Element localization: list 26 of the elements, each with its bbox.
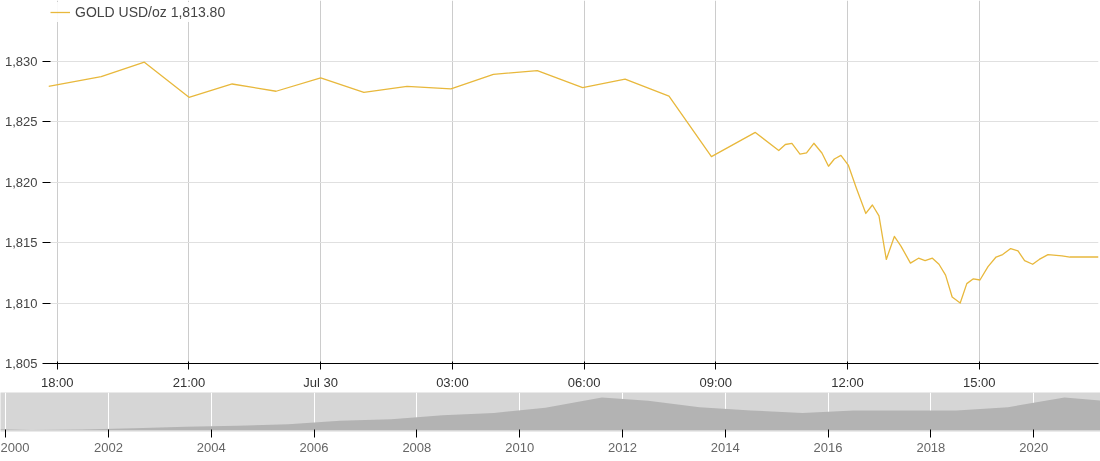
x-tick-label: 2018 bbox=[916, 439, 946, 455]
y-tick-label: 1,815 bbox=[4, 235, 38, 250]
x-tick-label: 15:00 bbox=[962, 374, 996, 390]
x-tick-label: 2008 bbox=[402, 439, 432, 455]
x-tick-label: 2020 bbox=[1019, 439, 1049, 455]
x-tick-label: 2016 bbox=[813, 439, 843, 455]
legend-label: GOLD USD/oz 1,813.80 bbox=[75, 4, 226, 20]
y-tick-label: 1,820 bbox=[4, 174, 38, 190]
x-tick-label: 2002 bbox=[93, 439, 123, 455]
x-tick-label: 12:00 bbox=[831, 374, 864, 390]
x-tick-label: 09:00 bbox=[699, 374, 733, 390]
y-tick-label: 1,805 bbox=[4, 356, 38, 371]
x-tick-label: 2012 bbox=[608, 439, 637, 455]
x-tick-label: 2010 bbox=[505, 439, 535, 455]
y-tick-label: 1,825 bbox=[4, 114, 38, 129]
x-tick-label: 2014 bbox=[710, 439, 740, 455]
x-tick-label: Jul 30 bbox=[303, 374, 339, 390]
x-tick-label: 2000 bbox=[0, 439, 30, 455]
y-tick-label: 1,810 bbox=[4, 295, 38, 311]
x-tick-label: 18:00 bbox=[41, 374, 74, 390]
x-tick-label: 2006 bbox=[299, 439, 329, 455]
y-tick-label: 1,830 bbox=[4, 53, 38, 69]
x-tick-label: 2004 bbox=[196, 439, 226, 455]
x-tick-label: 03:00 bbox=[436, 374, 469, 390]
x-tick-label: 06:00 bbox=[567, 374, 601, 390]
x-tick-label: 21:00 bbox=[172, 374, 206, 390]
